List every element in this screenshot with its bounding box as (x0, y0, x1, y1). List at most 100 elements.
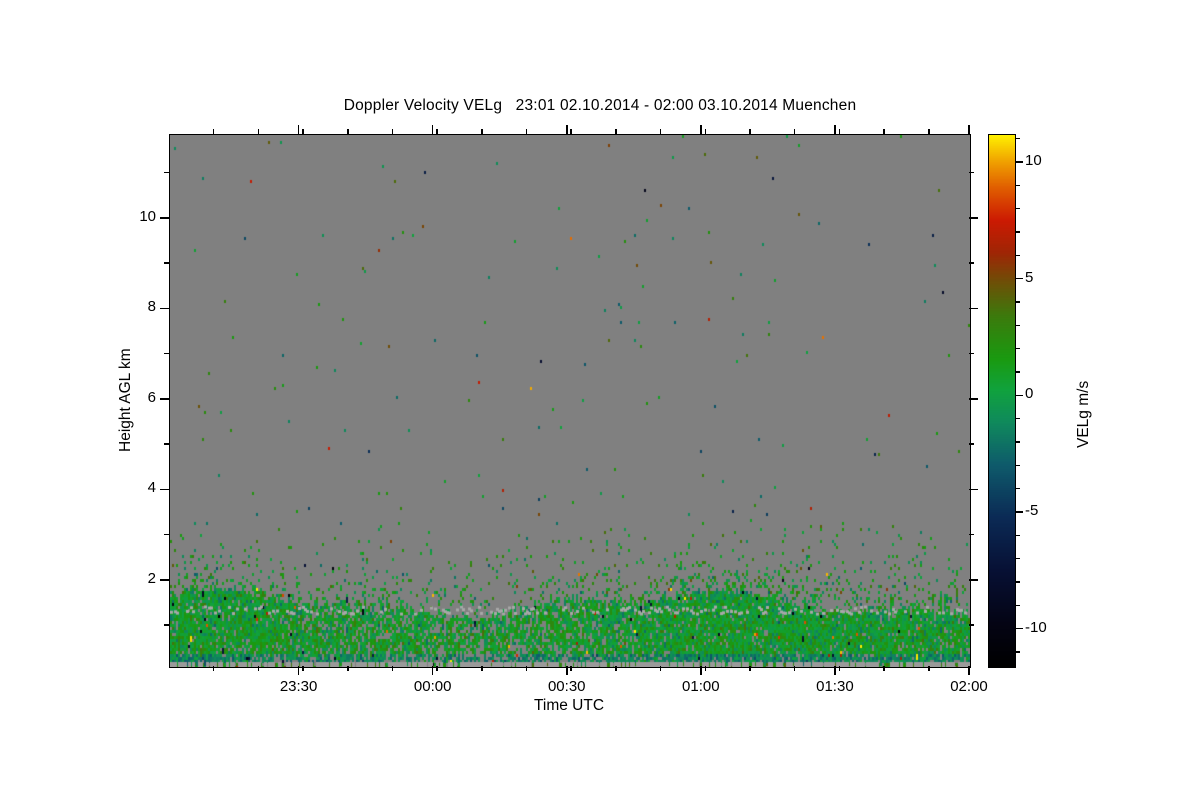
colorbar-tick-label: 10 (1025, 152, 1042, 169)
y-tick-label: 8 (147, 298, 156, 316)
colorbar-tick-minor (1016, 651, 1020, 653)
y-tick-minor (969, 352, 974, 355)
colorbar-tick-minor (1016, 207, 1020, 210)
colorbar-tick-minor (1016, 534, 1020, 537)
colorbar-tick-major (1016, 511, 1023, 513)
x-tick-minor (883, 666, 885, 671)
x-tick-minor (793, 129, 796, 134)
x-tick-minor (481, 666, 483, 671)
x-tick-label: 00:00 (413, 678, 452, 695)
plot-area[interactable] (169, 134, 971, 668)
colorbar-tick-minor (1016, 417, 1020, 420)
y-tick-major (160, 307, 169, 310)
x-tick-minor (570, 129, 573, 134)
colorbar-tick-major (1016, 277, 1023, 280)
colorbar-tick-label: -5 (1025, 502, 1039, 519)
colorbar-tick-minor (1016, 464, 1020, 467)
x-tick-minor (659, 666, 662, 671)
y-tick-label: 10 (139, 207, 156, 225)
y-tick-minor (969, 171, 974, 174)
x-tick-minor (570, 666, 573, 671)
x-tick-label: 00:30 (547, 678, 586, 695)
colorbar-tick-minor (1016, 581, 1020, 583)
x-tick-minor (659, 129, 662, 134)
y-tick-major (160, 216, 169, 219)
x-tick-minor (615, 666, 617, 671)
y-tick-label: 2 (147, 569, 156, 587)
colorbar-tick-minor (1016, 347, 1020, 350)
x-tick-minor (793, 666, 796, 671)
colorbar-tick-major (1016, 627, 1023, 630)
x-tick-minor (838, 129, 841, 134)
x-tick-major (834, 666, 836, 675)
chart-title: Doppler Velocity VELg 23:01 02.10.2014 -… (343, 97, 857, 114)
x-tick-label: 02:00 (950, 678, 988, 695)
x-tick-major (834, 125, 836, 134)
x-tick-minor (257, 129, 260, 134)
x-tick-major (565, 125, 568, 134)
y-tick-label: 6 (147, 388, 156, 406)
colorbar-tick-minor (1016, 324, 1020, 327)
x-tick-minor (525, 129, 528, 134)
colorbar-tick-label: 0 (1025, 385, 1034, 403)
y-tick-minor (164, 533, 169, 536)
y-tick-major (969, 398, 978, 400)
y-tick-minor (164, 352, 169, 355)
x-tick-minor (525, 666, 528, 671)
x-tick-major (565, 666, 568, 675)
x-tick-minor (346, 666, 349, 671)
x-tick-minor (302, 666, 304, 671)
colorbar-tick-label: 5 (1025, 268, 1034, 286)
y-tick-major (160, 579, 169, 581)
x-tick-minor (391, 129, 394, 134)
x-tick-minor (212, 666, 215, 671)
colorbar-tick-label: -10 (1025, 618, 1047, 636)
colorbar-tick-major (1016, 394, 1023, 397)
y-tick-minor (164, 262, 169, 264)
y-tick-minor (969, 443, 974, 445)
y-tick-major (160, 488, 169, 491)
y-tick-minor (969, 624, 974, 627)
x-tick-major (431, 666, 434, 675)
x-tick-label: 01:30 (816, 678, 854, 695)
colorbar-tick-minor (1016, 137, 1020, 140)
x-tick-minor (749, 666, 751, 671)
x-tick-minor (212, 129, 215, 134)
x-tick-minor (257, 666, 260, 671)
y-tick-minor (164, 443, 169, 445)
doppler-velocity-heatmap (170, 135, 970, 667)
x-tick-minor (704, 666, 707, 671)
x-tick-minor (927, 129, 930, 134)
x-tick-minor (302, 129, 304, 134)
x-tick-major (968, 125, 970, 134)
x-tick-major (700, 666, 702, 675)
x-tick-minor (436, 129, 438, 134)
colorbar-tick-minor (1016, 441, 1020, 443)
y-tick-minor (969, 262, 974, 264)
x-tick-minor (927, 666, 930, 671)
x-tick-major (297, 666, 300, 675)
colorbar-gradient (989, 135, 1015, 667)
x-tick-minor (883, 129, 885, 134)
y-tick-label: 4 (147, 479, 156, 497)
x-tick-minor (436, 666, 438, 671)
y-tick-major (969, 488, 978, 491)
x-tick-label: 01:00 (682, 678, 720, 695)
colorbar-tick-minor (1016, 371, 1020, 373)
colorbar-tick-minor (1016, 557, 1020, 560)
x-tick-major (968, 666, 970, 675)
x-tick-minor (749, 129, 751, 134)
y-tick-minor (969, 533, 974, 536)
x-tick-minor (838, 666, 841, 671)
y-axis-title: Height AGL km (117, 348, 134, 452)
y-tick-major (969, 216, 978, 219)
colorbar-tick-minor (1016, 604, 1020, 607)
colorbar-tick-minor (1016, 184, 1020, 187)
x-tick-minor (481, 129, 483, 134)
colorbar-tick-minor (1016, 254, 1020, 257)
x-tick-label: 23:30 (279, 678, 318, 695)
colorbar-title: VELg m/s (1075, 380, 1092, 448)
x-tick-minor (615, 129, 617, 134)
colorbar-tick-minor (1016, 231, 1020, 233)
